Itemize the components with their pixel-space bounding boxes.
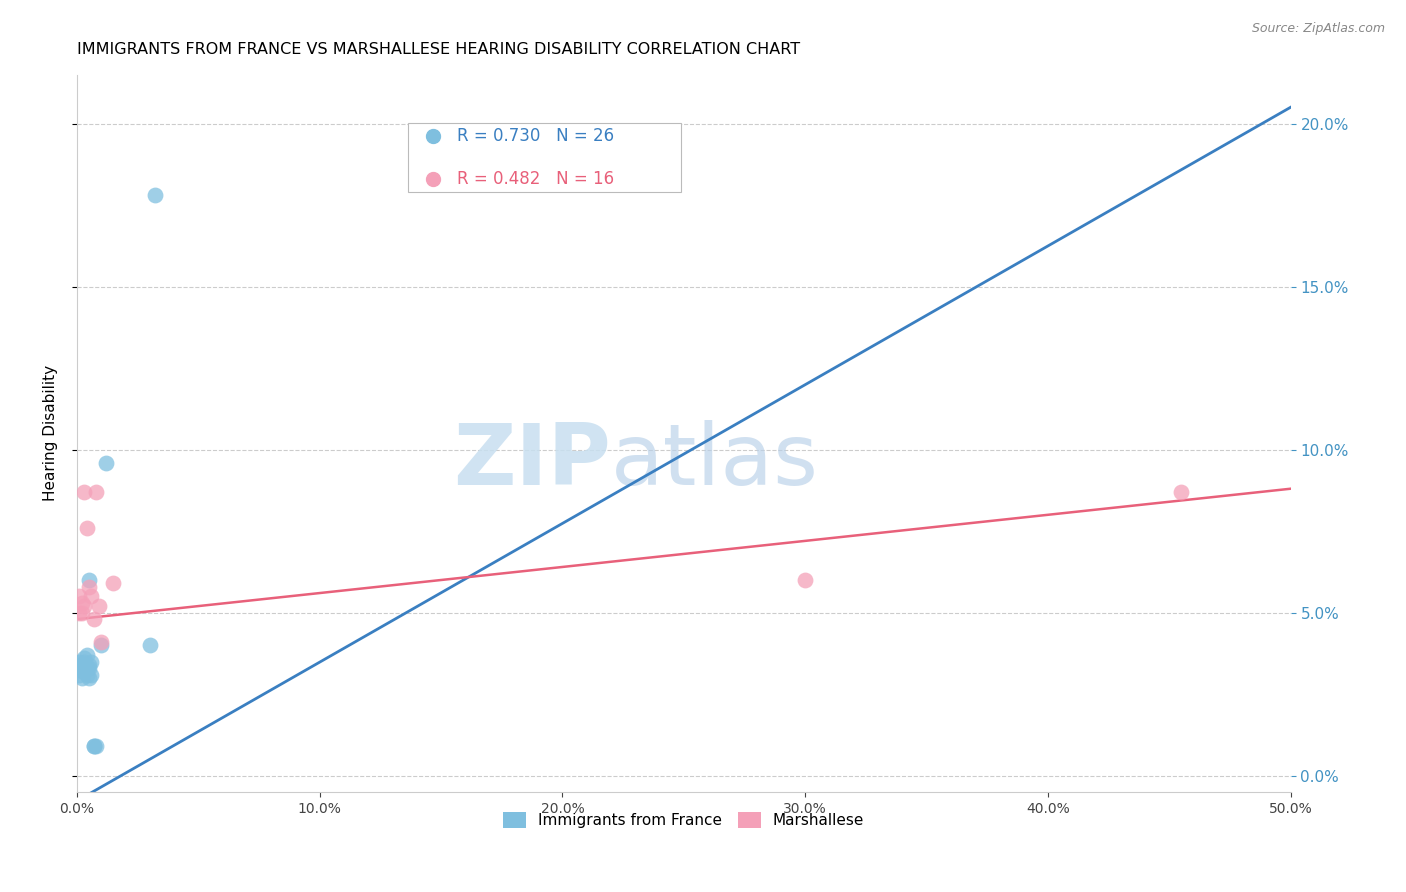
Point: [67, 661, 90, 675]
Text: IMMIGRANTS FROM FRANCE VS MARSHALLESE HEARING DISABILITY CORRELATION CHART: IMMIGRANTS FROM FRANCE VS MARSHALLESE HE…: [77, 42, 800, 57]
Point: [87, 599, 110, 613]
Point: [80, 655, 103, 669]
Point: [138, 638, 160, 652]
Point: [67, 667, 90, 681]
Text: Source: ZipAtlas.com: Source: ZipAtlas.com: [1251, 22, 1385, 36]
Point: [76, 521, 98, 535]
Point: [80, 590, 103, 604]
Point: [84, 739, 107, 754]
Text: atlas: atlas: [612, 420, 818, 503]
Point: [76, 667, 98, 681]
Text: ZIP: ZIP: [453, 420, 612, 503]
Point: [83, 612, 105, 626]
Point: [67, 606, 90, 620]
Point: [67, 655, 90, 669]
Text: R = 0.482   N = 16: R = 0.482 N = 16: [457, 169, 614, 187]
Point: [70, 671, 93, 685]
Point: [77, 661, 100, 675]
Point: [83, 739, 105, 754]
Point: [94, 456, 117, 470]
Point: [73, 665, 96, 679]
Point: [70, 606, 93, 620]
Point: [77, 671, 100, 685]
Point: [143, 188, 166, 202]
Point: [73, 651, 96, 665]
Legend: Immigrants from France, Marshallese: Immigrants from France, Marshallese: [498, 806, 870, 835]
Point: [70, 665, 93, 679]
FancyBboxPatch shape: [408, 123, 682, 192]
Point: [77, 573, 100, 587]
Point: [90, 638, 112, 652]
Point: [83, 739, 105, 754]
Y-axis label: Hearing Disability: Hearing Disability: [44, 365, 58, 501]
Point: [70, 596, 93, 610]
Point: [77, 580, 100, 594]
Point: [84, 485, 107, 500]
Point: [103, 576, 125, 591]
Point: [90, 635, 112, 649]
Point: [794, 573, 817, 587]
Point: [77, 657, 100, 672]
Point: [73, 485, 96, 500]
Point: [70, 657, 93, 672]
Point: [76, 661, 98, 675]
Point: [80, 667, 103, 681]
Point: [73, 655, 96, 669]
Point: [73, 599, 96, 613]
Point: [73, 661, 96, 675]
Text: R = 0.730   N = 26: R = 0.730 N = 26: [457, 127, 614, 145]
Point: [76, 648, 98, 662]
Point: [67, 590, 90, 604]
Point: [1170, 485, 1192, 500]
